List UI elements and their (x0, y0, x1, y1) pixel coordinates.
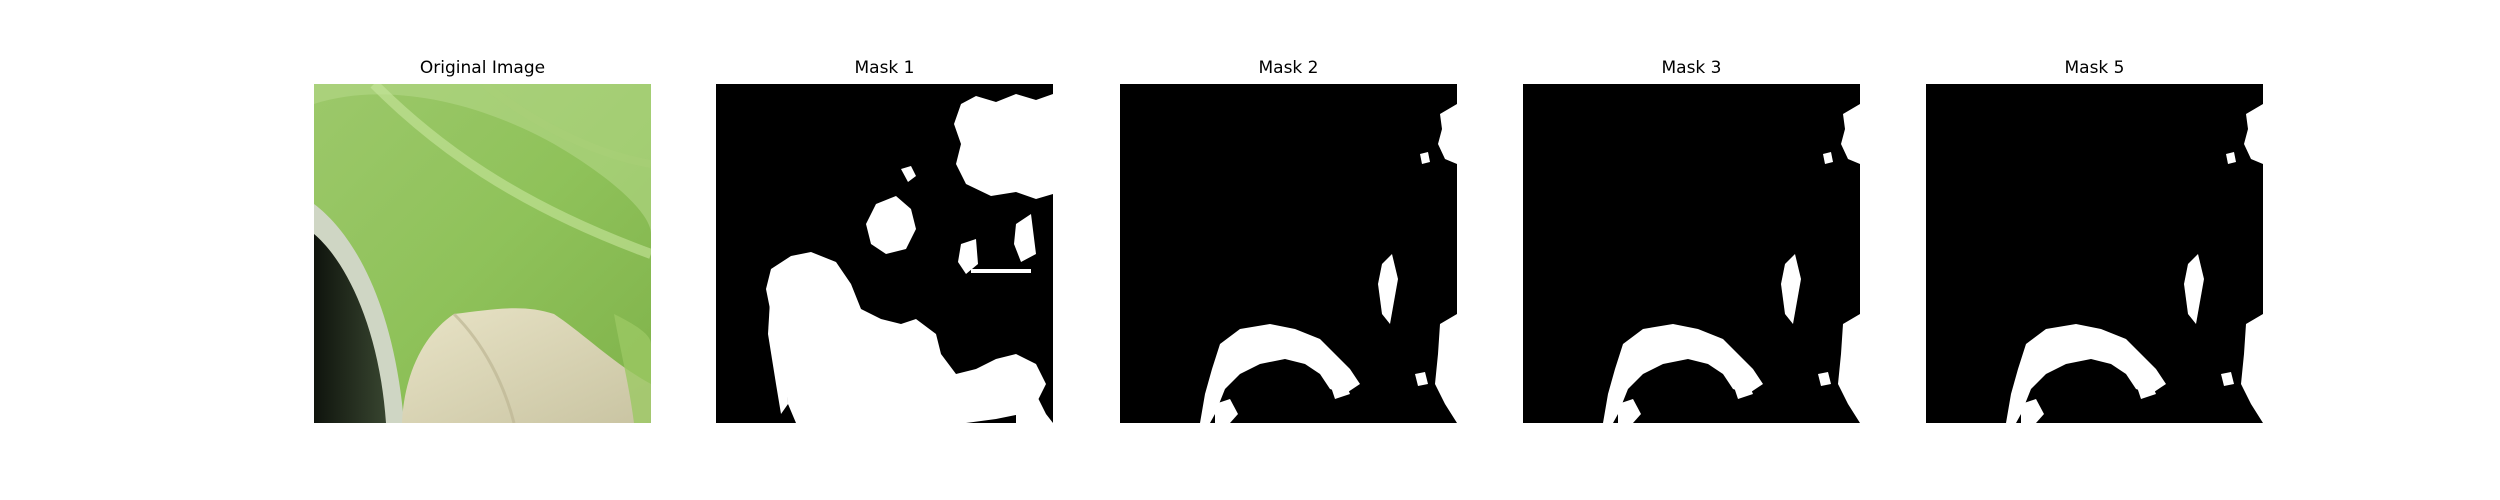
mask-5-image (1926, 84, 2263, 423)
mask-2-title: Mask 2 (1258, 58, 1319, 78)
mask-1-panel: Mask 1 (716, 58, 1053, 423)
mask-5-panel: Mask 5 (1926, 58, 2263, 423)
original-image-title: Original Image (419, 58, 546, 78)
mask-5-title: Mask 5 (2064, 58, 2125, 78)
mask-1-title: Mask 1 (854, 58, 915, 78)
mask-2-image (1120, 84, 1457, 423)
mask-3-panel: Mask 3 (1523, 58, 1860, 423)
original-image (314, 84, 651, 423)
mask-3-title: Mask 3 (1661, 58, 1722, 78)
mask-2-panel: Mask 2 (1120, 58, 1457, 423)
original-image-panel: Original Image (314, 58, 651, 423)
mask-3-image (1523, 84, 1860, 423)
mask-1-image (716, 84, 1053, 423)
